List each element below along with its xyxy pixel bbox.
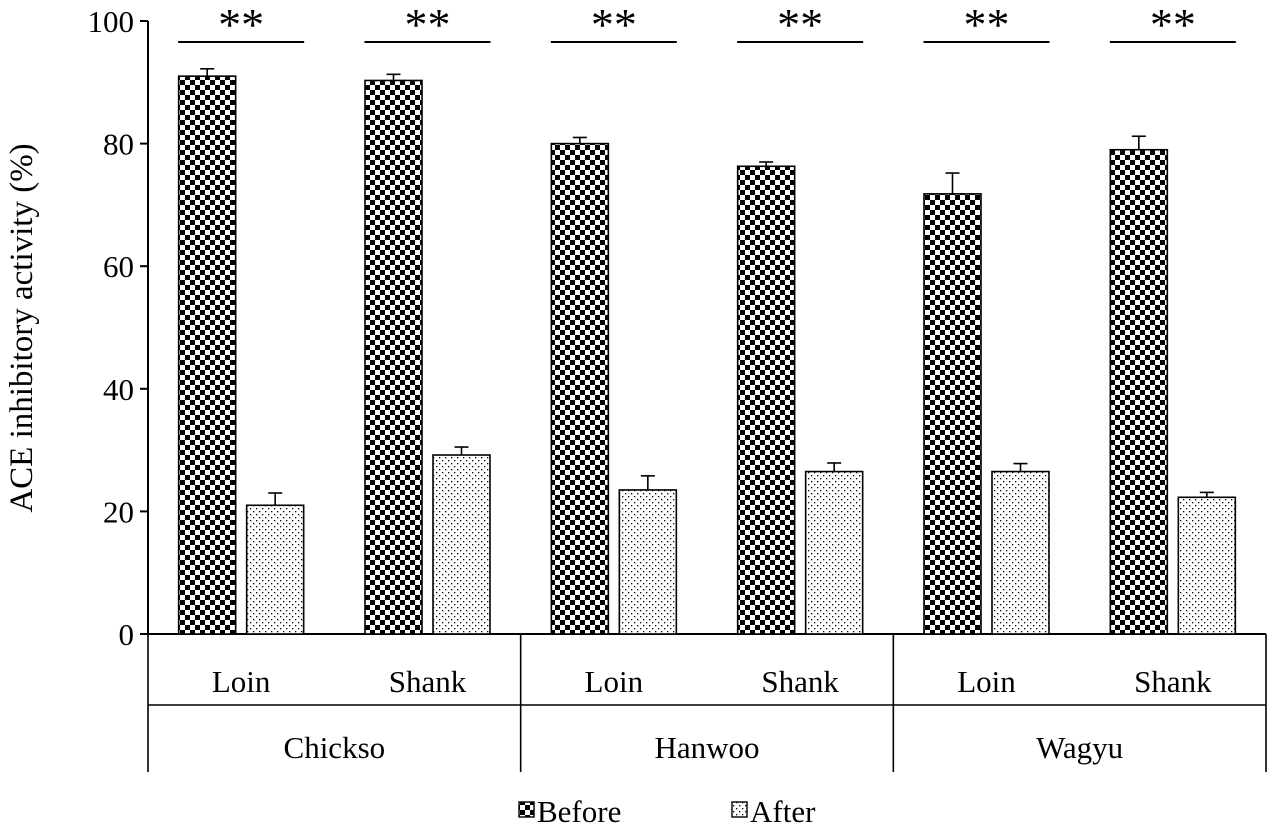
x-group-label: Chickso: [284, 730, 386, 765]
bar-after: [804, 470, 864, 635]
legend-swatch-before: [518, 801, 535, 818]
bar-after: [1177, 496, 1237, 635]
legend-label-after: After: [750, 794, 816, 826]
significance-marker: **: [964, 0, 1010, 50]
x-category-label: Shank: [389, 664, 467, 699]
bar-before: [364, 79, 423, 635]
x-group-label: Wagyu: [1036, 730, 1123, 765]
bar-after: [991, 470, 1050, 635]
bar-after: [245, 504, 305, 635]
significance-marker: **: [405, 0, 451, 50]
plot-area: 0 20 40 60 80 100 ** ** ** ** ** ** Loin Shank Loin Sha…: [88, 0, 1267, 826]
significance-marker: **: [777, 0, 823, 50]
legend-swatch-after: [731, 801, 748, 818]
bar-after: [618, 489, 678, 635]
y-tick-label: 0: [119, 617, 135, 652]
y-tick-label: 60: [103, 249, 134, 284]
x-category-label: Loin: [957, 664, 1016, 699]
bar-before: [550, 142, 610, 635]
significance-marker: **: [1150, 0, 1196, 50]
y-tick-label: 20: [103, 494, 134, 529]
x-category-label: Loin: [585, 664, 644, 699]
bar-before: [736, 165, 796, 635]
x-category-label: Shank: [1134, 664, 1212, 699]
y-tick-label: 40: [103, 372, 134, 407]
bar-before: [923, 193, 982, 635]
bar-after: [432, 454, 491, 635]
y-tick-label: 100: [88, 4, 135, 39]
x-category-label: Loin: [212, 664, 271, 699]
y-tick-label: 80: [103, 127, 134, 162]
legend-label-before: Before: [537, 794, 621, 826]
bar-before: [1109, 148, 1169, 635]
x-category-label: Shank: [761, 664, 839, 699]
significance-marker: **: [591, 0, 637, 50]
x-group-label: Hanwoo: [654, 730, 759, 765]
y-axis-title: ACE inhibitory activity (%): [4, 143, 40, 512]
bar-before: [177, 75, 237, 635]
significance-marker: **: [218, 0, 264, 50]
